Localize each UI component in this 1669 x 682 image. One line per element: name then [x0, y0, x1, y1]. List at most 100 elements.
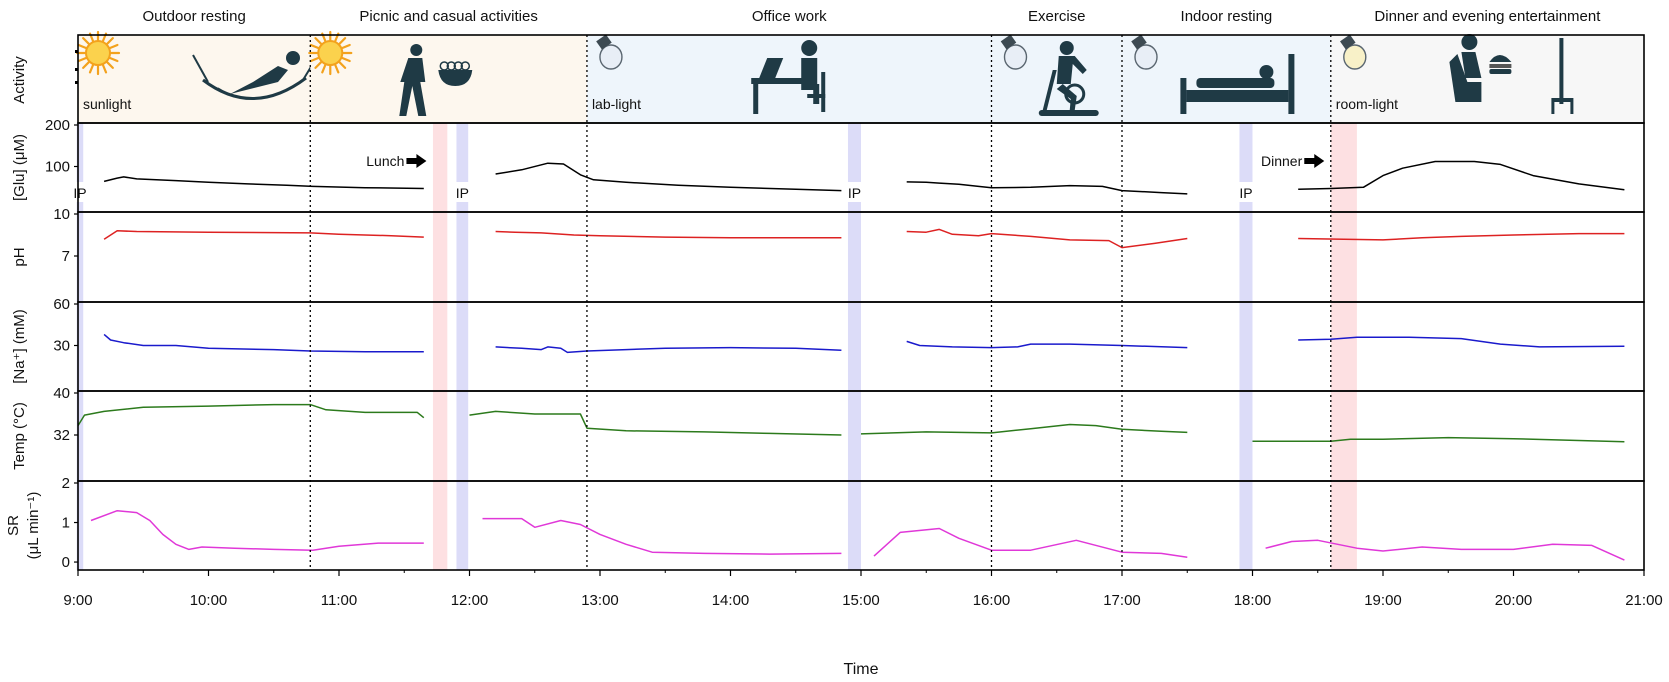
exercise-bike-icon — [1038, 41, 1099, 116]
sun-ray — [106, 37, 114, 45]
series-temp-segment — [77, 403, 425, 426]
lightbulb-icon — [1131, 34, 1158, 70]
series-lines — [77, 160, 1625, 561]
sun-ray — [314, 61, 323, 69]
x-tick-label: 19:00 — [1364, 592, 1402, 609]
sun-ray — [309, 56, 320, 63]
sun-disc — [317, 40, 344, 66]
y-tick-label: 60 — [53, 296, 70, 313]
ip-label-bg — [1235, 182, 1258, 202]
y-axis-label-sr: SR — [5, 515, 22, 536]
sun-ray — [108, 56, 119, 63]
desk-top — [751, 78, 808, 84]
series-na-segment — [906, 340, 1188, 349]
x-tick-label: 14:00 — [712, 592, 750, 609]
chair-seat — [807, 94, 826, 98]
y-axis-label-na: [Na⁺] (mM) — [11, 309, 28, 384]
x-tick-label: 13:00 — [581, 592, 619, 609]
chair-back — [821, 72, 826, 112]
y-axis-label-temp: Temp (°C) — [11, 402, 28, 470]
series-ph-segment — [906, 228, 1188, 249]
activity-tick — [75, 50, 78, 53]
sun-ray — [341, 56, 351, 63]
lightbulb-icon — [1340, 34, 1367, 70]
ip-band — [1239, 123, 1253, 570]
series-sr-segment — [873, 527, 1188, 559]
bulb-glass — [599, 44, 623, 70]
y-tick-label: 1 — [62, 515, 70, 532]
desk-person-icon — [751, 40, 826, 114]
sun-ray — [82, 37, 90, 45]
ip-label: IP — [456, 185, 469, 201]
sun-ray — [77, 43, 88, 50]
activity-title: Office work — [752, 8, 827, 25]
activity-title: Picnic and casual activities — [359, 8, 537, 25]
sun-ray — [88, 63, 95, 74]
basket-fruit — [453, 61, 464, 71]
x-tick-label: 10:00 — [190, 592, 228, 609]
dinner-tv-icon — [1449, 34, 1574, 114]
y-tick-label: 100 — [45, 159, 70, 176]
y-tick-label: 40 — [53, 385, 70, 402]
series-glu-segment — [906, 181, 1188, 195]
y-tick-label: 10 — [53, 206, 70, 223]
flywheel — [1064, 83, 1086, 105]
x-tick-label: 16:00 — [973, 592, 1011, 609]
bulb-base — [1131, 34, 1147, 50]
lightbulb-icon — [1000, 34, 1028, 70]
ip-band — [456, 123, 469, 570]
activity-title: Outdoor resting — [142, 8, 245, 25]
tv-base — [1551, 98, 1574, 102]
ip-band — [847, 123, 861, 570]
light-label: room-light — [1336, 96, 1398, 112]
sun-ray — [334, 63, 340, 74]
bike-frame — [1042, 70, 1057, 110]
series-sr-segment — [482, 517, 842, 555]
burger-patty — [1489, 64, 1512, 68]
series-na-segment — [1298, 336, 1625, 348]
desk-leg — [753, 84, 759, 114]
tv-leg — [1570, 102, 1574, 114]
activity-axis-label: Activity — [11, 56, 28, 104]
bulb-base — [1000, 34, 1017, 50]
light-label: sunlight — [83, 96, 131, 112]
x-tick-label: 17:00 — [1103, 592, 1141, 609]
event-bands: IP IP IP IP Lunch Dinner — [69, 123, 1357, 570]
bike-base — [1038, 110, 1099, 116]
sun-ray — [314, 37, 323, 45]
sun-ray — [106, 61, 114, 69]
bed-foot — [1288, 54, 1295, 114]
ip-label: IP — [848, 185, 861, 201]
sun-icon — [308, 30, 353, 76]
y-axis-label-unit-sr: (μL min⁻¹) — [25, 492, 42, 560]
x-tick-label: 18:00 — [1234, 592, 1272, 609]
series-ph-segment — [103, 230, 424, 240]
bulb-glass — [1343, 44, 1367, 70]
person-legs — [801, 84, 820, 104]
y-tick-label: 2 — [62, 475, 70, 492]
bulb-glass — [1003, 44, 1028, 70]
activity-strip: sunlight lab-light room-light — [75, 30, 1644, 123]
ip-label: IP — [73, 185, 86, 201]
basket — [438, 70, 473, 86]
sun-ray — [338, 61, 347, 69]
person-head — [1461, 34, 1478, 50]
series-na-segment — [103, 333, 424, 353]
activity-title: Dinner and evening entertainment — [1374, 8, 1601, 25]
person-body — [1056, 56, 1087, 84]
series-ph-segment — [495, 230, 842, 239]
sun-ray — [108, 43, 119, 50]
y-tick-label: 200 — [45, 117, 70, 134]
person-body — [801, 58, 818, 84]
meal-band — [1330, 123, 1357, 570]
x-tick-label: 11:00 — [321, 592, 357, 609]
x-tick-label: 12:00 — [451, 592, 489, 609]
light-label: lab-light — [592, 96, 641, 112]
y-tick-label: 30 — [53, 338, 70, 355]
activity-tick — [75, 81, 78, 84]
burger-bottom — [1489, 69, 1512, 74]
bed-frame — [1186, 90, 1289, 102]
person-head — [1059, 41, 1074, 55]
burger-bun — [1489, 55, 1512, 62]
basket-fruit — [446, 61, 457, 71]
